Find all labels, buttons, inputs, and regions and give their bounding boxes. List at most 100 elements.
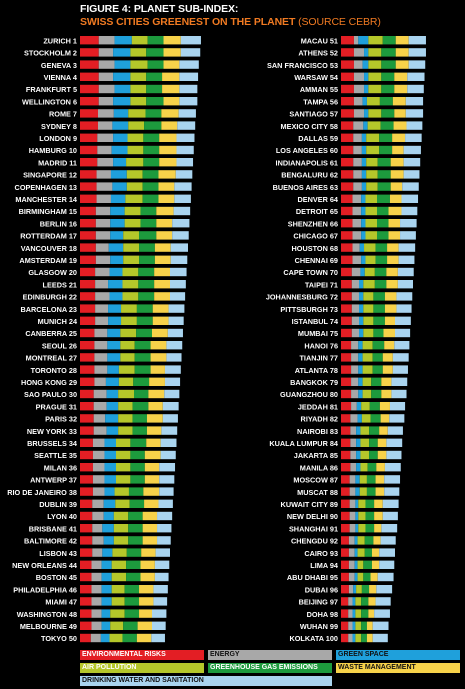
bar-segment-waste-management (374, 524, 382, 533)
bar-segment-drinking-water (162, 414, 178, 423)
bar-segment-green-space (358, 36, 369, 45)
bar-segment-greenhouse-gas (146, 72, 163, 81)
city-label: GENEVA 3 (41, 61, 77, 70)
bar-segment-environmental-risks (80, 109, 98, 118)
bar-segment-waste-management (140, 560, 155, 569)
bar-segment-air-pollution (364, 243, 376, 252)
city-label: MUSCAT 88 (297, 488, 338, 497)
bar-segment-environmental-risks (80, 231, 96, 240)
bar-segment-environmental-risks (80, 414, 94, 423)
bar-segment-drinking-water (176, 158, 194, 167)
bar-segment-air-pollution (368, 109, 382, 118)
bar-segment-green-space (352, 609, 356, 618)
bar-segment-environmental-risks (341, 511, 350, 521)
bar-segment-drinking-water (397, 267, 414, 277)
bar-segment-green-space (352, 621, 356, 630)
city-label: COPENHAGEN 13 (15, 183, 77, 192)
bar-segment-environmental-risks (80, 402, 94, 411)
bar-segment-green-space (110, 206, 125, 216)
bar-segment-drinking-water (176, 145, 194, 155)
bar-segment-green-space (113, 109, 129, 118)
bar-segment-greenhouse-gas (374, 280, 387, 289)
bar-segment-greenhouse-gas (363, 572, 371, 582)
bar-segment-green-space (109, 267, 123, 277)
bar-segment-energy (350, 438, 357, 447)
bar-segment-greenhouse-gas (373, 316, 385, 325)
bar-segment-drinking-water (405, 109, 424, 118)
bar-segment-energy (95, 267, 110, 277)
bar-segment-greenhouse-gas (124, 597, 140, 606)
city-label: DALLAS 59 (298, 134, 338, 143)
bar-segment-waste-management (158, 170, 176, 179)
bar-segment-waste-management (390, 158, 404, 167)
bar-segment-waste-management (382, 365, 393, 374)
city-label: SANTIAGO 57 (289, 110, 338, 119)
bar-segment-air-pollution (368, 72, 382, 81)
bar-segment-green-space (101, 609, 111, 618)
city-label: SEOUL 26 (42, 341, 77, 350)
bar-segment-drinking-water (170, 292, 186, 301)
bar-segment-greenhouse-gas (142, 182, 159, 191)
bar-segment-greenhouse-gas (142, 170, 159, 179)
bar-segment-environmental-risks (341, 194, 353, 203)
bar-segment-waste-management (139, 597, 154, 606)
bar-segment-waste-management (159, 145, 177, 155)
bar-segment-air-pollution (122, 292, 139, 301)
bar-segment-waste-management (387, 255, 399, 264)
bar-segment-air-pollution (124, 219, 141, 228)
bar-segment-waste-management (146, 438, 161, 447)
bar-segment-energy (97, 158, 114, 167)
bar-segment-waste-management (386, 267, 398, 277)
bar-segment-energy (351, 389, 359, 399)
bar-segment-greenhouse-gas (130, 450, 145, 460)
bar-segment-environmental-risks (80, 426, 94, 435)
bar-segment-green-space (108, 243, 124, 252)
bar-segment-drinking-water (379, 560, 395, 569)
bar-segment-green-space (100, 633, 110, 643)
bar-segment-green-space (101, 621, 111, 630)
city-label: BRISBANE 41 (29, 524, 77, 533)
city-label: HONG KONG 29 (21, 378, 77, 387)
bar-segment-energy (351, 402, 357, 411)
bar-segment-green-space (359, 328, 364, 338)
bar-segment-green-space (361, 182, 367, 191)
bar-segment-waste-management (162, 72, 180, 81)
bar-segment-energy (95, 304, 109, 313)
bar-segment-waste-management (142, 536, 158, 545)
bar-segment-drinking-water (180, 48, 201, 57)
bar-segment-waste-management (154, 280, 170, 289)
bar-segment-waste-management (150, 365, 165, 374)
bar-segment-drinking-water (164, 377, 181, 386)
bar-segment-air-pollution (111, 560, 127, 569)
bar-segment-environmental-risks (80, 145, 98, 155)
bar-segment-green-space (107, 328, 121, 338)
bar-segment-air-pollution (366, 158, 378, 167)
bar-segment-air-pollution (128, 121, 145, 130)
bar-segment-green-space (108, 280, 123, 289)
bar-segment-air-pollution (365, 231, 377, 240)
bar-segment-energy (95, 292, 110, 301)
bar-segment-energy (350, 414, 358, 423)
bar-segment-drinking-water (398, 255, 415, 264)
city-label: KOLKATA 100 (289, 634, 338, 643)
bar-segment-greenhouse-gas (143, 145, 160, 155)
bar-segment-drinking-water (407, 84, 424, 94)
bar-segment-green-space (110, 231, 124, 240)
bar-segment-energy (94, 365, 108, 374)
bar-segment-drinking-water (160, 450, 176, 460)
bar-segment-waste-management (152, 328, 168, 338)
bar-segment-environmental-risks (80, 36, 99, 45)
bar-segment-drinking-water (381, 524, 398, 533)
bar-segment-greenhouse-gas (381, 72, 395, 81)
bar-segment-greenhouse-gas (369, 450, 378, 460)
bar-segment-environmental-risks (80, 194, 97, 203)
bar-segment-air-pollution (130, 97, 147, 106)
city-label: JAKARTA 85 (294, 451, 338, 460)
bar-segment-drinking-water (382, 511, 398, 521)
city-label: DENVER 64 (297, 195, 338, 204)
bar-segment-environmental-risks (80, 633, 91, 643)
bar-segment-drinking-water (387, 426, 403, 435)
bar-segment-greenhouse-gas (134, 341, 151, 350)
city-label: JOHANNESBURG 72 (266, 293, 338, 302)
bar-segment-green-space (102, 524, 114, 533)
